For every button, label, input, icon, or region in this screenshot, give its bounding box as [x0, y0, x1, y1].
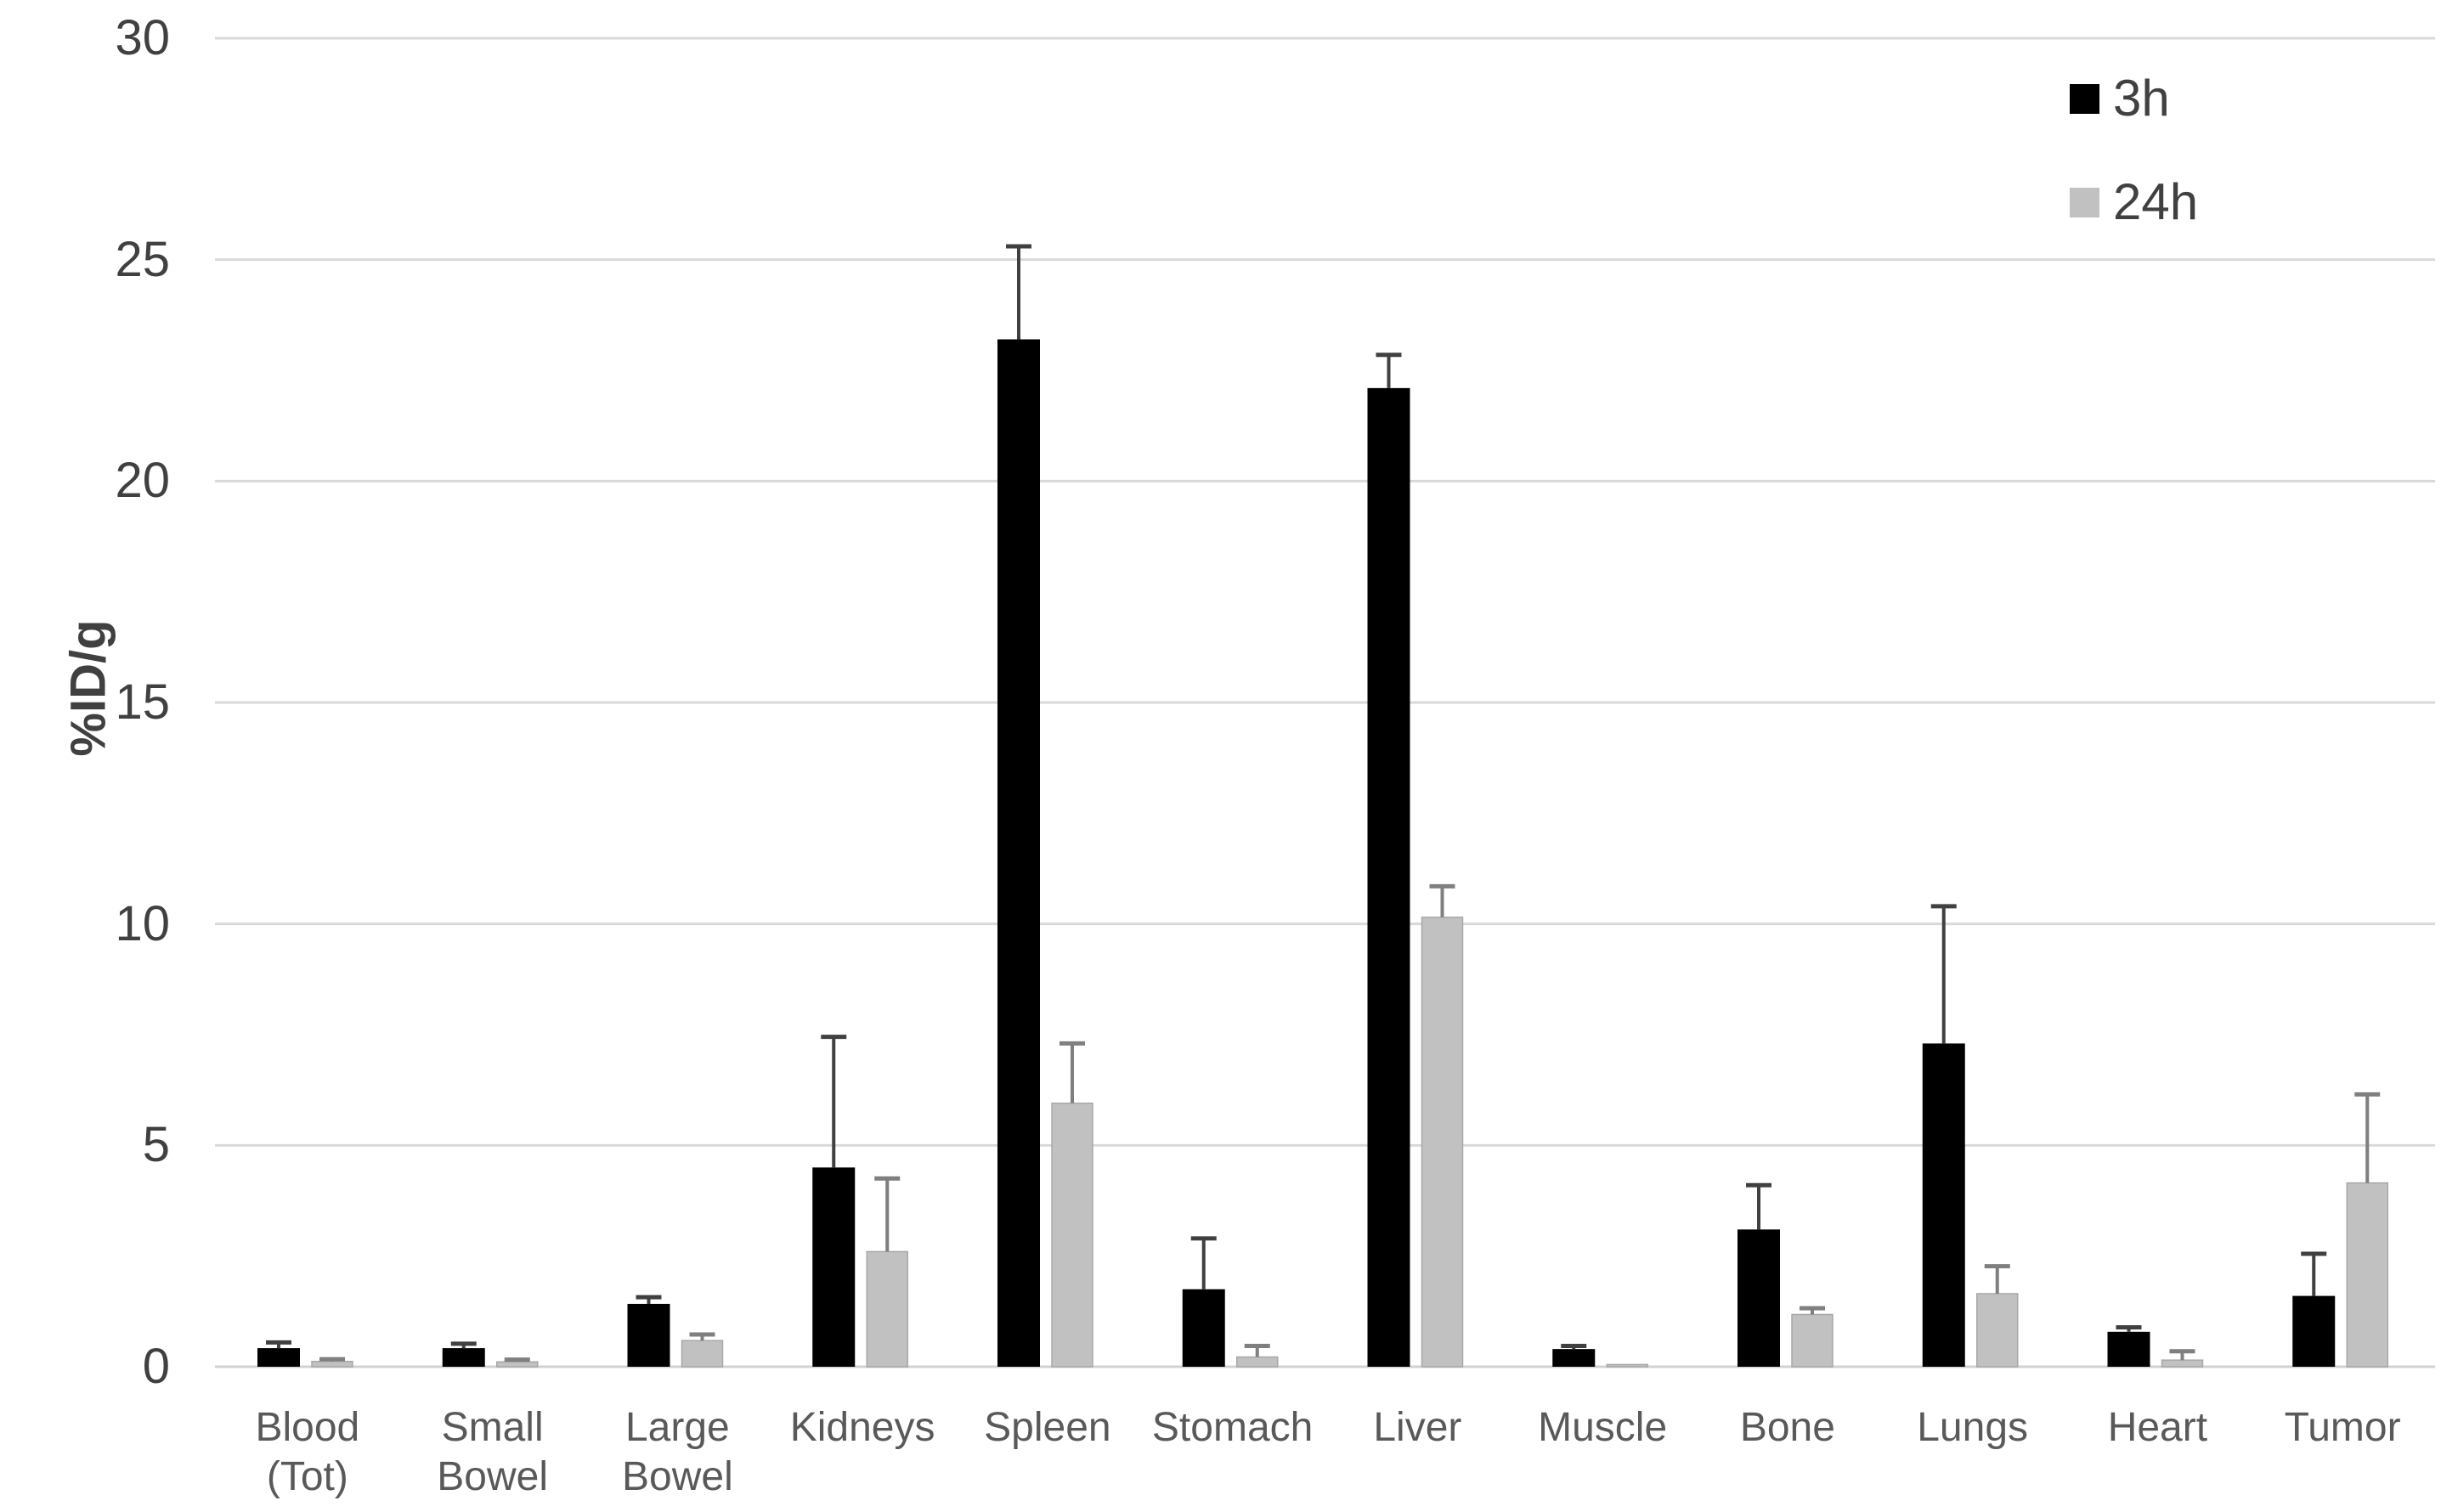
bar-3h-spleen [997, 339, 1040, 1368]
category-label-line: Muscle [1538, 1405, 1668, 1450]
y-tick-label: 15 [115, 674, 170, 730]
bar-24h-blood-tot- [311, 1360, 353, 1368]
y-tick-label: 20 [115, 453, 170, 509]
bar-3h-liver [1367, 387, 1410, 1368]
legend-label-3h: 3h [2113, 70, 2170, 127]
bar-24h-kidneys [866, 1250, 908, 1368]
category-label: Kidneys [770, 1403, 955, 1453]
bar-3h-large-bowel [627, 1303, 670, 1367]
bar-3h-muscle [1552, 1349, 1596, 1367]
bar-24h-spleen [1051, 1103, 1093, 1368]
category-label-line: Blood [255, 1405, 360, 1450]
category-label: Stomach [1140, 1403, 1325, 1453]
bar-24h-bone [1791, 1313, 1834, 1368]
category-label: Large Bowel [585, 1403, 771, 1502]
category-label-line: Bowel [437, 1454, 548, 1499]
category-label-line: Lungs [1917, 1405, 2029, 1450]
bar-3h-blood-tot- [257, 1348, 300, 1367]
category-label-line: Bone [1739, 1405, 1835, 1450]
category-label-line: Heart [2107, 1405, 2208, 1450]
legend: 3h 24h [2070, 71, 2198, 229]
bar-3h-tumor [2292, 1295, 2336, 1367]
category-label: Muscle [1510, 1403, 1695, 1453]
y-tick-label: 5 [142, 1117, 170, 1173]
y-tick-label: 10 [115, 895, 170, 951]
category-label-line: Bowel [622, 1454, 733, 1499]
bar-24h-small-bowel [496, 1361, 539, 1368]
category-label: Bone [1695, 1403, 1880, 1453]
category-label: Liver [1325, 1403, 1511, 1453]
category-label-line: Large [624, 1405, 730, 1450]
bar-24h-liver [1421, 917, 1464, 1368]
legend-item-3h: 3h [2070, 71, 2198, 126]
legend-swatch-3h [2070, 83, 2099, 114]
category-label-line: Kidneys [789, 1405, 935, 1450]
y-tick-label: 0 [142, 1339, 170, 1394]
category-label: Tumor [2250, 1403, 2435, 1453]
category-label-line: Stomach [1151, 1405, 1314, 1450]
bar-24h-stomach [1236, 1356, 1279, 1368]
bar-3h-small-bowel [442, 1348, 485, 1367]
category-label-line: Tumor [2284, 1405, 2401, 1450]
bar-24h-muscle [1606, 1363, 1648, 1368]
legend-swatch-24h [2070, 187, 2099, 217]
bar-3h-bone [1738, 1229, 1780, 1367]
category-label-line: Liver [1373, 1405, 1462, 1450]
category-label-line: Small [441, 1405, 544, 1450]
bar-24h-tumor [2346, 1182, 2388, 1368]
legend-label-24h: 24h [2113, 173, 2199, 230]
category-label: Spleen [955, 1403, 1140, 1453]
bar-3h-kidneys [812, 1167, 856, 1367]
category-label: Blood (Tot) [215, 1403, 400, 1502]
category-label-line: (Tot) [266, 1454, 348, 1499]
y-tick-label: 30 [115, 10, 170, 65]
bar-3h-heart [2107, 1331, 2150, 1367]
bar-3h-stomach [1182, 1289, 1225, 1367]
y-tick-label: 25 [115, 231, 170, 287]
bar-3h-lungs [1922, 1043, 1965, 1367]
category-label-line: Spleen [984, 1405, 1111, 1450]
legend-item-24h: 24h [2070, 175, 2198, 229]
bar-24h-heart [2161, 1359, 2204, 1368]
bar-24h-large-bowel [681, 1340, 724, 1368]
category-label: Lungs [1880, 1403, 2065, 1453]
category-label: Heart [2065, 1403, 2251, 1453]
category-label: Small Bowel [400, 1403, 585, 1502]
bar-24h-lungs [1976, 1293, 2019, 1368]
